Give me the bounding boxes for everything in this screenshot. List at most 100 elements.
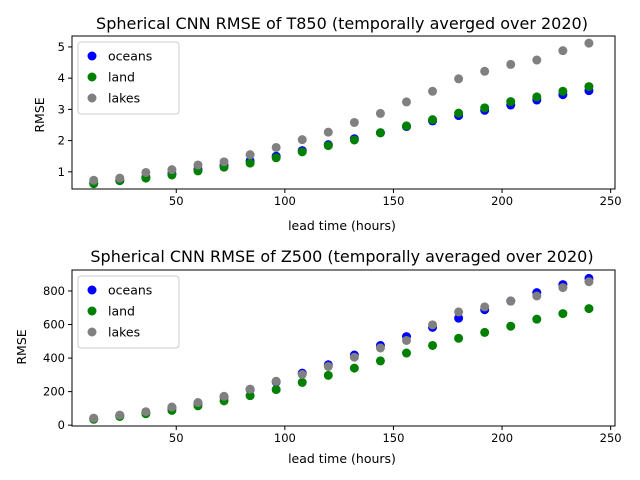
lakes-point bbox=[193, 160, 203, 170]
legend-label-land: land bbox=[108, 304, 135, 319]
x-tick-label: 100 bbox=[274, 194, 296, 208]
lakes-point bbox=[558, 283, 568, 293]
y-tick-label: 1 bbox=[58, 165, 65, 179]
land-point bbox=[297, 377, 307, 387]
land-point bbox=[428, 340, 438, 350]
legend-marker-oceans bbox=[87, 285, 97, 295]
lakes-point bbox=[584, 38, 594, 48]
lakes-point bbox=[428, 86, 438, 96]
lakes-point bbox=[323, 361, 333, 371]
land-point bbox=[245, 391, 255, 401]
land-point bbox=[532, 92, 542, 102]
z500-rmse-panel: Spherical CNN RMSE of Z500 (temporally a… bbox=[14, 247, 622, 466]
x-tick-label: 200 bbox=[491, 431, 513, 445]
land-point bbox=[584, 304, 594, 314]
lakes-point bbox=[141, 167, 151, 177]
axes-frame bbox=[71, 269, 616, 427]
lakes-point bbox=[349, 352, 359, 362]
chart-title: Spherical CNN RMSE of T850 (temporally a… bbox=[96, 14, 588, 33]
land-point bbox=[245, 158, 255, 168]
y-tick-label: 600 bbox=[43, 318, 65, 332]
y-tick-label: 800 bbox=[43, 284, 65, 298]
legend-label-lakes: lakes bbox=[108, 91, 140, 106]
y-tick-label: 5 bbox=[58, 40, 65, 54]
legend bbox=[77, 41, 180, 115]
land-point bbox=[558, 309, 568, 319]
lakes-point bbox=[167, 165, 177, 175]
land-point bbox=[558, 86, 568, 96]
lakes-point bbox=[375, 108, 385, 118]
lakes-point bbox=[115, 173, 125, 183]
y-tick-label: 2 bbox=[58, 134, 65, 148]
land-point bbox=[401, 121, 411, 131]
land-point bbox=[401, 348, 411, 358]
lakes-point bbox=[506, 59, 516, 69]
lakes-point bbox=[89, 413, 99, 423]
lakes-point bbox=[532, 291, 542, 301]
chart-title: Spherical CNN RMSE of Z500 (temporally a… bbox=[90, 247, 593, 266]
land-point bbox=[271, 385, 281, 395]
lakes-point bbox=[193, 398, 203, 408]
lakes-point bbox=[506, 296, 516, 306]
lakes-point bbox=[271, 376, 281, 386]
y-axis-label: RMSE bbox=[32, 97, 47, 132]
lakes-point bbox=[558, 46, 568, 56]
lakes-point bbox=[375, 343, 385, 353]
lakes-point bbox=[141, 407, 151, 417]
lakes-point bbox=[297, 370, 307, 380]
land-point bbox=[375, 128, 385, 138]
x-tick-label: 100 bbox=[274, 431, 296, 445]
lakes-point bbox=[323, 127, 333, 137]
y-tick-label: 400 bbox=[43, 351, 65, 365]
x-tick-label: 200 bbox=[491, 194, 513, 208]
y-tick-label: 200 bbox=[43, 385, 65, 399]
legend-label-oceans: oceans bbox=[108, 49, 152, 64]
y-tick-label: 3 bbox=[58, 102, 65, 116]
land-point bbox=[506, 97, 516, 107]
land-point bbox=[454, 108, 464, 118]
lakes-point bbox=[532, 55, 542, 65]
legend-label-oceans: oceans bbox=[108, 283, 152, 298]
lakes-point bbox=[245, 384, 255, 394]
land-point bbox=[297, 147, 307, 157]
legend bbox=[77, 275, 180, 349]
land-point bbox=[480, 103, 490, 113]
x-tick-label: 150 bbox=[382, 194, 404, 208]
x-tick-label: 150 bbox=[382, 431, 404, 445]
lakes-point bbox=[219, 157, 229, 167]
lakes-point bbox=[167, 402, 177, 412]
legend-marker-lakes bbox=[87, 327, 97, 337]
land-point bbox=[584, 82, 594, 92]
oceans-point bbox=[454, 313, 464, 323]
land-point bbox=[323, 370, 333, 380]
axes-frame bbox=[71, 35, 616, 190]
land-point bbox=[375, 356, 385, 366]
lakes-point bbox=[454, 74, 464, 84]
legend-label-land: land bbox=[108, 70, 135, 85]
land-point bbox=[428, 115, 438, 125]
land-point bbox=[506, 321, 516, 331]
land-point bbox=[271, 153, 281, 163]
t850-rmse-panel: Spherical CNN RMSE of T850 (temporally a… bbox=[32, 14, 622, 233]
lakes-point bbox=[245, 150, 255, 160]
y-axis-label: RMSE bbox=[14, 329, 29, 364]
x-tick-label: 250 bbox=[600, 194, 622, 208]
lakes-point bbox=[428, 320, 438, 330]
lakes-point bbox=[219, 391, 229, 401]
x-tick-label: 50 bbox=[169, 194, 184, 208]
lakes-point bbox=[115, 410, 125, 420]
land-point bbox=[454, 333, 464, 343]
land-point bbox=[480, 327, 490, 337]
lakes-point bbox=[480, 302, 490, 312]
lakes-point bbox=[584, 277, 594, 287]
y-tick-label: 0 bbox=[58, 418, 65, 432]
land-point bbox=[349, 135, 359, 145]
lakes-point bbox=[297, 135, 307, 145]
x-tick-label: 250 bbox=[600, 431, 622, 445]
legend-marker-oceans bbox=[87, 51, 97, 61]
land-point bbox=[323, 141, 333, 151]
land-point bbox=[349, 363, 359, 373]
lakes-point bbox=[271, 142, 281, 152]
x-axis-label: lead time (hours) bbox=[288, 451, 396, 466]
